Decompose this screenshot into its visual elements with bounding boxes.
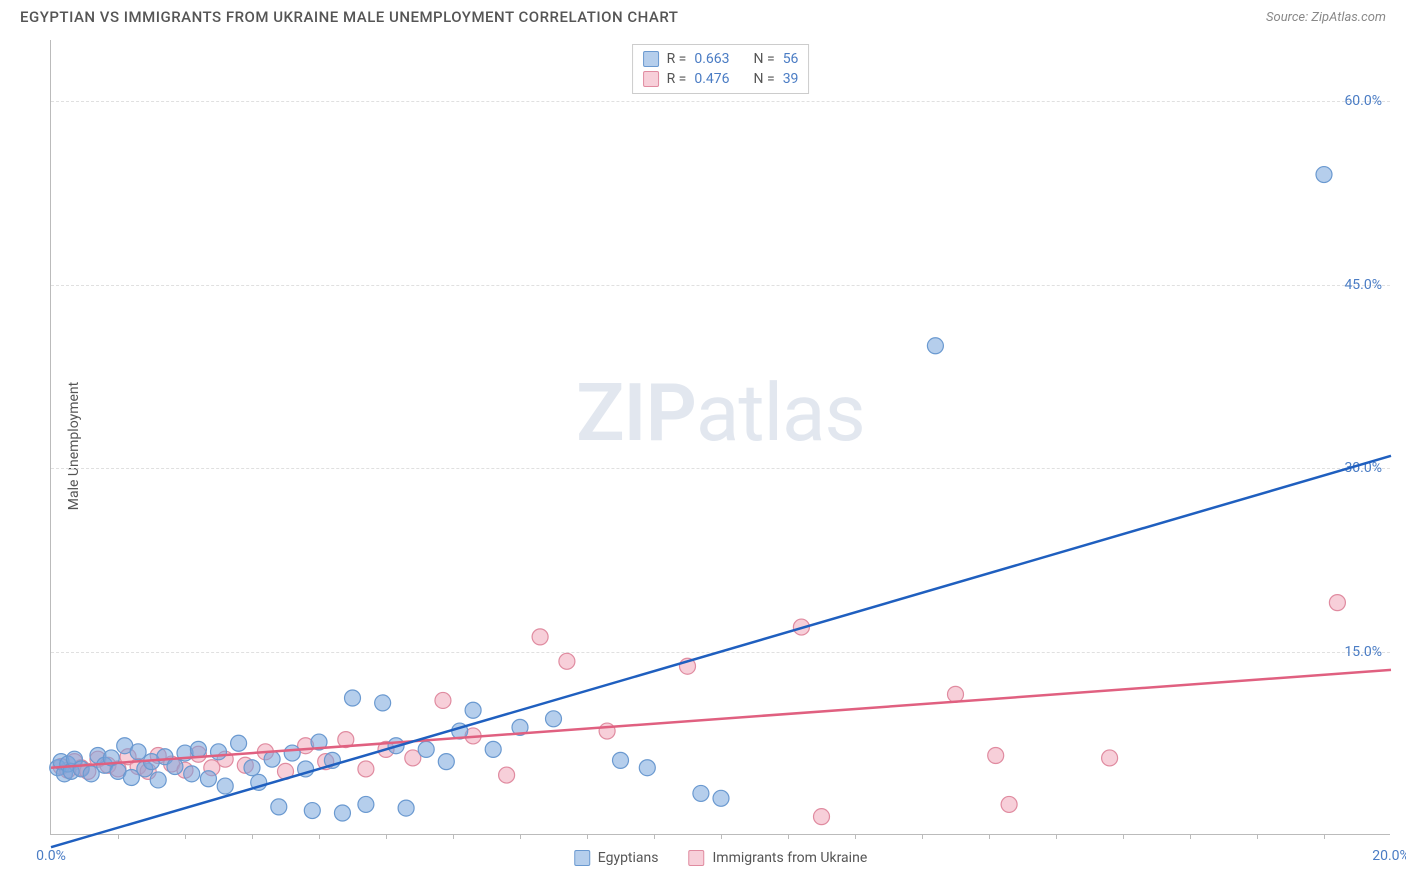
scatter-point-a: [264, 751, 280, 767]
scatter-svg: [51, 40, 1390, 834]
scatter-point-b: [559, 653, 575, 669]
scatter-point-a: [465, 702, 481, 718]
legend-series-item: Immigrants from Ukraine: [688, 850, 867, 866]
scatter-point-a: [713, 790, 729, 806]
scatter-point-a: [438, 754, 454, 770]
scatter-point-a: [167, 759, 183, 775]
x-tick-mark: [252, 834, 253, 839]
legend-r-value: 0.663: [694, 51, 729, 67]
x-tick-mark: [788, 834, 789, 839]
scatter-point-b: [532, 629, 548, 645]
legend-swatch-b: [643, 71, 659, 87]
legend-r-label: R =: [667, 71, 687, 87]
scatter-point-a: [398, 800, 414, 816]
x-tick-mark: [1257, 834, 1258, 839]
scatter-point-a: [418, 741, 434, 757]
scatter-point-b: [499, 767, 515, 783]
scatter-point-a: [358, 796, 374, 812]
scatter-point-b: [814, 809, 830, 825]
legend-series-label: Egyptians: [598, 850, 659, 866]
x-tick-mark: [654, 834, 655, 839]
x-tick-mark: [587, 834, 588, 839]
chart-title: EGYPTIAN VS IMMIGRANTS FROM UKRAINE MALE…: [20, 8, 678, 26]
legend-stats-row: R = 0.476 N = 39: [643, 69, 799, 89]
x-tick-label: 20.0%: [1372, 848, 1406, 864]
x-tick-mark: [1123, 834, 1124, 839]
scatter-point-a: [200, 771, 216, 787]
scatter-point-a: [546, 711, 562, 727]
x-tick-mark: [118, 834, 119, 839]
legend-n-value: 56: [783, 51, 799, 67]
x-tick-mark: [989, 834, 990, 839]
x-tick-mark: [721, 834, 722, 839]
x-tick-mark: [185, 834, 186, 839]
scatter-point-a: [244, 760, 260, 776]
x-tick-mark: [520, 834, 521, 839]
scatter-point-a: [231, 735, 247, 751]
x-tick-mark: [855, 834, 856, 839]
scatter-point-b: [1001, 796, 1017, 812]
scatter-point-a: [217, 778, 233, 794]
scatter-point-b: [948, 686, 964, 702]
legend-swatch-b: [688, 850, 704, 866]
legend-n-value: 39: [783, 71, 799, 87]
legend-series-label: Immigrants from Ukraine: [712, 850, 867, 866]
legend-series: Egyptians Immigrants from Ukraine: [574, 850, 868, 866]
scatter-point-b: [599, 723, 615, 739]
scatter-point-a: [130, 744, 146, 760]
legend-n-label: N =: [754, 51, 775, 67]
x-tick-mark: [1190, 834, 1191, 839]
x-tick-mark: [1056, 834, 1057, 839]
legend-n-label: N =: [754, 71, 775, 87]
scatter-point-a: [184, 766, 200, 782]
x-tick-mark: [386, 834, 387, 839]
legend-r-value: 0.476: [694, 71, 729, 87]
scatter-point-a: [304, 803, 320, 819]
scatter-point-a: [150, 772, 166, 788]
chart-plot-area: ZIPatlas 15.0%30.0%45.0%60.0%0.0%20.0% R…: [50, 40, 1390, 835]
x-tick-mark: [922, 834, 923, 839]
scatter-point-b: [435, 692, 451, 708]
scatter-point-a: [375, 695, 391, 711]
scatter-point-b: [1329, 595, 1345, 611]
chart-header: EGYPTIAN VS IMMIGRANTS FROM UKRAINE MALE…: [0, 0, 1406, 30]
scatter-point-a: [485, 741, 501, 757]
chart-source: Source: ZipAtlas.com: [1266, 10, 1386, 25]
legend-stats: R = 0.663 N = 56 R = 0.476 N = 39: [632, 44, 810, 94]
x-tick-mark: [319, 834, 320, 839]
legend-swatch-a: [643, 51, 659, 67]
scatter-point-a: [927, 338, 943, 354]
x-tick-mark: [1324, 834, 1325, 839]
x-tick-label: 0.0%: [36, 848, 66, 864]
trend-line-b: [51, 670, 1391, 768]
legend-stats-row: R = 0.663 N = 56: [643, 49, 799, 69]
scatter-point-a: [334, 805, 350, 821]
scatter-point-a: [639, 760, 655, 776]
scatter-point-a: [345, 690, 361, 706]
scatter-point-b: [1102, 750, 1118, 766]
scatter-point-a: [211, 744, 227, 760]
scatter-point-a: [271, 799, 287, 815]
scatter-point-a: [613, 752, 629, 768]
legend-r-label: R =: [667, 51, 687, 67]
x-tick-mark: [453, 834, 454, 839]
legend-series-item: Egyptians: [574, 850, 659, 866]
scatter-point-a: [284, 745, 300, 761]
scatter-point-a: [190, 741, 206, 757]
trend-line-a: [51, 456, 1391, 847]
scatter-point-b: [988, 748, 1004, 764]
scatter-point-b: [358, 761, 374, 777]
scatter-point-a: [1316, 167, 1332, 183]
scatter-point-a: [693, 785, 709, 801]
legend-swatch-a: [574, 850, 590, 866]
